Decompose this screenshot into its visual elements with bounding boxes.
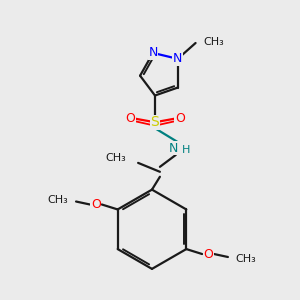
Text: CH₃: CH₃	[106, 153, 126, 163]
Text: N: N	[169, 142, 178, 154]
Text: O: O	[175, 112, 185, 125]
Text: CH₃: CH₃	[47, 194, 68, 205]
Text: CH₃: CH₃	[236, 254, 256, 264]
Text: O: O	[125, 112, 135, 125]
Text: O: O	[203, 248, 213, 260]
Text: S: S	[151, 115, 159, 129]
Text: O: O	[91, 198, 101, 211]
Text: CH₃: CH₃	[203, 37, 224, 47]
Text: N: N	[148, 46, 158, 59]
Text: N: N	[173, 52, 182, 65]
Text: H: H	[182, 145, 190, 155]
